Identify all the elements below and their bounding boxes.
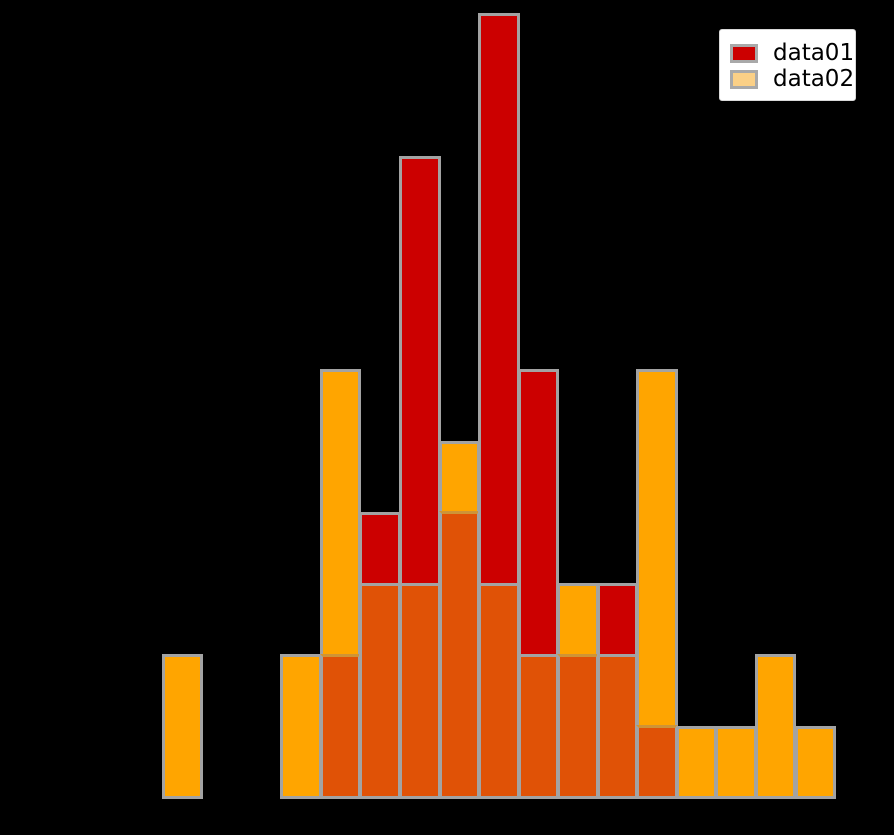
- bar-segment: [359, 582, 401, 799]
- bar-segment: [596, 653, 639, 799]
- bar-segment: [399, 582, 441, 799]
- bar-segment: [438, 440, 481, 515]
- bar-segment: [478, 582, 520, 799]
- legend-label-data02: data02: [773, 66, 855, 92]
- bar-segment: [280, 654, 322, 799]
- bar-segment: [359, 511, 401, 586]
- bar-segment: [557, 653, 599, 799]
- bar-segment: [399, 155, 441, 586]
- bar-segment: [675, 725, 718, 799]
- bar-segment: [319, 369, 362, 657]
- legend-swatch-data02-icon: [730, 69, 758, 89]
- bar-segment: [754, 654, 797, 799]
- bar-segment: [715, 725, 757, 799]
- bar-segment: [517, 369, 560, 657]
- bar-segment: [794, 725, 837, 799]
- bar-segment: [636, 725, 678, 799]
- bar-segment: [517, 653, 560, 799]
- bar-segment: [438, 511, 481, 799]
- bar-segment: [557, 583, 599, 657]
- bar-segment: [596, 583, 639, 657]
- bar-segment: [636, 369, 678, 729]
- bar-segment: [478, 13, 520, 586]
- legend-item-data01: data01: [730, 40, 855, 66]
- legend-label-data01: data01: [773, 40, 855, 66]
- legend-swatch-data01-icon: [730, 43, 758, 63]
- bar-segment: [319, 653, 362, 799]
- bar-segment: [161, 654, 204, 799]
- legend-item-data02: data02: [730, 66, 855, 92]
- legend: data01 data02: [719, 29, 856, 101]
